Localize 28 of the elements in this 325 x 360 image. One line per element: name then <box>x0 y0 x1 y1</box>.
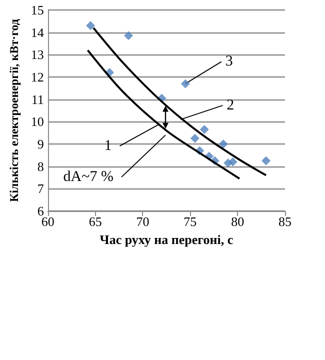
y-tick-label: 12 <box>30 70 44 84</box>
annotation: dA~7 % <box>63 169 114 186</box>
y-tick-label: 9 <box>37 136 44 152</box>
point <box>190 134 200 143</box>
y-tick-label: 11 <box>31 92 44 107</box>
y-tick-label: 13 <box>30 47 44 62</box>
point <box>218 140 228 148</box>
y-tick-label: 15 <box>30 2 44 18</box>
y-tick-label: 7 <box>37 181 44 196</box>
point <box>124 31 134 40</box>
y-tick-label: 14 <box>30 24 44 40</box>
point <box>200 124 209 134</box>
y-axis-title: Кількість електроенергії, кВт·год <box>7 19 21 202</box>
annotation: 3 <box>225 54 233 70</box>
point <box>262 156 271 166</box>
point <box>228 157 238 166</box>
x-tick-label: 85 <box>278 214 292 229</box>
point <box>86 21 96 30</box>
y-tick-label: 8 <box>37 158 44 174</box>
annotation: 2 <box>226 97 234 114</box>
x-tick-label: 75 <box>184 214 197 229</box>
x-tick-label: 65 <box>88 214 102 229</box>
x-tick-label: 70 <box>136 214 150 229</box>
point <box>180 79 190 88</box>
x-tick-label: 80 <box>231 214 244 229</box>
y-tick-label: 10 <box>30 114 44 130</box>
x-axis-title: Час руху на перегоні, с <box>100 232 234 247</box>
annotation: 1 <box>104 138 112 154</box>
